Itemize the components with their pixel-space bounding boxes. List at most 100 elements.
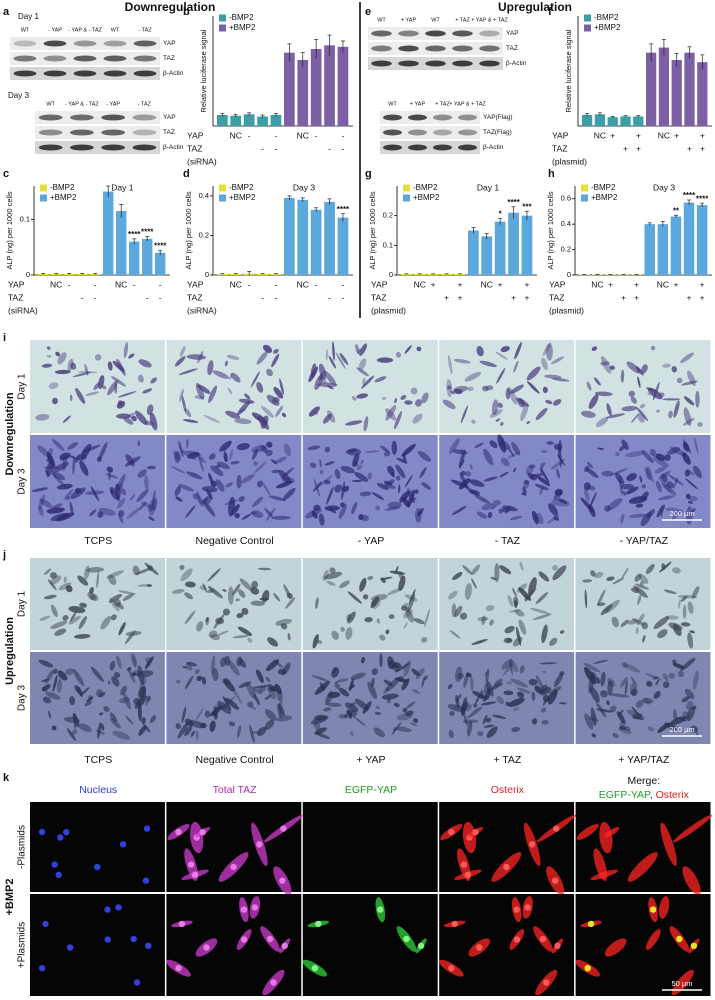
cell: [546, 343, 553, 361]
cell: [236, 656, 243, 667]
cell: [657, 629, 668, 639]
row-label: YAP: [506, 30, 519, 37]
condition-label: +: [700, 279, 705, 289]
cell: [77, 575, 89, 586]
cell: [590, 686, 600, 703]
cell: [376, 618, 381, 624]
condition-label: +: [498, 279, 503, 289]
cell: [517, 691, 525, 698]
cell: [513, 360, 519, 373]
cell: [283, 583, 291, 599]
cell: [606, 403, 612, 416]
blot-band: [13, 40, 37, 47]
nucleus: [472, 829, 479, 836]
cell: [256, 351, 268, 365]
nucleus: [143, 825, 151, 832]
nucleus: [187, 861, 195, 868]
condition-name: YAP: [552, 130, 569, 140]
cell: [352, 709, 358, 718]
cell: [682, 866, 701, 896]
cell: [477, 616, 489, 622]
cell: [234, 513, 240, 519]
cell: [381, 693, 399, 700]
cell: [654, 466, 667, 474]
cell: [380, 577, 386, 583]
cell: [50, 604, 58, 618]
cell: [416, 346, 422, 352]
cell: [137, 469, 147, 478]
cell: [71, 729, 78, 735]
condition-label: +: [700, 143, 705, 153]
legend-swatch: [403, 184, 410, 192]
cell: [604, 827, 620, 838]
cell: [502, 663, 514, 677]
condition-label: +: [700, 292, 705, 302]
cell: [108, 593, 123, 603]
row-label: Day 3: [17, 468, 28, 495]
cell: [652, 676, 659, 680]
cell: [334, 484, 343, 493]
cell: [221, 695, 236, 709]
cell: [149, 412, 158, 431]
cell: [477, 731, 484, 737]
cell: [680, 622, 691, 627]
cell: [471, 419, 476, 424]
cell: [660, 822, 677, 867]
nucleus: [104, 906, 111, 913]
blot-band: [425, 60, 446, 67]
blot-band: [383, 129, 402, 136]
cell: [641, 364, 648, 374]
cell: [46, 354, 52, 358]
cell: [87, 591, 96, 601]
cell: [241, 607, 249, 615]
legend-swatch: [40, 194, 47, 202]
cell: [643, 697, 651, 705]
cell: [606, 700, 610, 706]
cell: [681, 380, 698, 386]
condition-label: +: [457, 292, 462, 302]
y-tick-label: 0: [567, 270, 571, 279]
bar: [270, 115, 282, 126]
lane-label: - TAZ: [138, 27, 152, 33]
cell: [265, 676, 271, 682]
cell: [662, 363, 671, 368]
cell: [413, 618, 425, 625]
cell: [250, 705, 257, 710]
cell: [372, 600, 381, 610]
bar: [257, 274, 268, 275]
cell: [692, 670, 699, 690]
cell: [250, 511, 257, 515]
cell: [239, 578, 253, 592]
cell: [526, 421, 531, 424]
bar: [579, 274, 590, 275]
cell: [251, 510, 264, 518]
cell: [140, 501, 156, 510]
cell: [615, 451, 620, 457]
cell: [485, 668, 490, 683]
lane-label: WT: [377, 17, 386, 23]
condition-label: -: [261, 143, 264, 153]
cell: [38, 659, 54, 668]
cell: [47, 578, 57, 591]
cell: [401, 496, 410, 508]
y-axis-label: ALP (ng) per 1000 cells: [184, 191, 193, 269]
blot-band: [70, 114, 94, 121]
condition-name: TAZ: [187, 143, 202, 153]
cell: [228, 660, 240, 676]
cell: [594, 571, 604, 579]
cell: [612, 732, 619, 739]
cell: [96, 689, 104, 698]
cell: [74, 487, 81, 494]
cell: [591, 346, 598, 352]
lane-label: WT: [431, 17, 440, 23]
cell: [412, 718, 419, 724]
cell: [184, 610, 196, 625]
cell: [690, 725, 698, 733]
cell: [344, 709, 355, 718]
cell: [123, 693, 131, 710]
cell: [56, 512, 75, 522]
nucleus: [251, 904, 259, 911]
cell: [476, 345, 484, 357]
condition-label: -: [81, 292, 84, 302]
